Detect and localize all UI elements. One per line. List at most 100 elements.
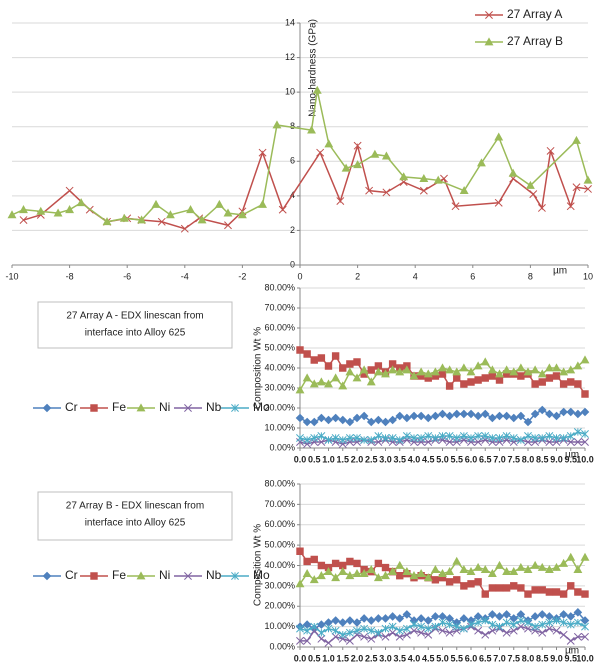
y-tick-label: 70.00%: [264, 499, 295, 509]
marker: [438, 618, 447, 627]
marker: [424, 624, 433, 633]
x-tick-label: 7.5: [507, 454, 520, 464]
note-text: 27 Array A - EDX linescan from: [66, 311, 203, 322]
marker: [19, 216, 28, 225]
x-tick-label: 8: [528, 271, 533, 281]
y-tick-label: 50.00%: [264, 342, 295, 352]
marker: [445, 382, 454, 390]
legend-marker: [484, 37, 494, 46]
legend-text: Cr: [65, 568, 78, 582]
marker: [509, 566, 519, 575]
y-tick-label: 10.00%: [264, 422, 295, 432]
marker: [310, 622, 319, 631]
marker: [331, 352, 340, 360]
x-tick-label: 8.5: [536, 653, 549, 663]
marker: [417, 622, 426, 631]
marker: [545, 624, 554, 633]
marker: [36, 206, 46, 215]
marker: [296, 636, 304, 645]
marker: [395, 411, 405, 421]
marker: [445, 411, 454, 421]
marker: [488, 413, 497, 423]
marker: [559, 630, 568, 639]
marker: [65, 186, 74, 195]
x-tick-label: 9.0: [550, 454, 563, 464]
marker: [296, 346, 304, 354]
marker: [530, 560, 540, 569]
marker: [459, 363, 469, 372]
marker: [345, 571, 355, 580]
marker: [466, 566, 476, 575]
marker: [324, 362, 333, 370]
marker: [352, 373, 362, 382]
x-tick-label: 10.0: [576, 454, 594, 464]
marker: [317, 354, 326, 362]
legend-text: Cr: [65, 400, 78, 414]
marker: [574, 588, 582, 596]
marker: [336, 197, 345, 205]
x-tick-label: 4: [413, 271, 418, 281]
x-tick-label: 5.0: [436, 454, 449, 464]
marker: [531, 434, 540, 442]
marker: [502, 432, 511, 440]
marker: [537, 610, 547, 619]
marker: [566, 552, 576, 561]
marker: [452, 438, 461, 446]
marker: [438, 626, 447, 635]
note-text: 27 Array B - EDX linescan from: [66, 501, 204, 512]
marker: [402, 432, 411, 440]
legend-item: Ni: [127, 400, 170, 414]
marker: [445, 438, 454, 446]
x-tick-label: 3.0: [379, 454, 392, 464]
y-tick-label: 0.00%: [269, 641, 295, 651]
legend-item: 27 Array A: [475, 7, 562, 21]
marker: [566, 438, 575, 446]
marker: [353, 434, 361, 442]
marker: [438, 363, 447, 372]
x-tick-label: 7.5: [507, 653, 520, 663]
marker: [395, 560, 405, 569]
marker: [353, 626, 361, 635]
marker: [566, 202, 575, 211]
marker: [278, 205, 287, 214]
y-tick-label: 60.00%: [264, 322, 295, 332]
marker: [331, 438, 340, 446]
y-tick-label: 8: [290, 121, 295, 131]
marker: [488, 434, 497, 442]
y-tick-label: 12: [285, 52, 295, 62]
marker: [459, 564, 469, 573]
marker: [224, 221, 232, 230]
x-axis-title: µm: [565, 450, 579, 461]
marker: [502, 436, 511, 444]
marker: [272, 120, 282, 129]
marker: [388, 628, 397, 637]
legend-text: Nb: [206, 568, 222, 582]
marker: [545, 432, 554, 440]
x-tick-label: 6.5: [479, 454, 492, 464]
legend-marker: [90, 572, 98, 580]
marker: [186, 205, 196, 214]
marker: [423, 369, 433, 378]
marker: [295, 385, 305, 394]
marker: [402, 624, 411, 633]
marker: [388, 415, 397, 425]
marker: [487, 569, 497, 578]
marker: [303, 626, 312, 635]
marker: [296, 434, 304, 442]
y-tick-label: 0: [290, 259, 295, 269]
x-tick-label: -2: [238, 271, 246, 281]
legend-item: Mo: [221, 568, 270, 582]
marker: [581, 590, 589, 598]
marker: [480, 357, 490, 366]
marker: [359, 569, 369, 578]
marker: [402, 413, 412, 423]
x-tick-label: 10: [583, 271, 593, 281]
marker: [474, 626, 483, 635]
marker: [309, 575, 319, 584]
legend-text: Mo: [253, 400, 270, 414]
marker: [445, 628, 454, 637]
marker: [302, 417, 312, 427]
marker: [303, 636, 312, 645]
marker: [416, 569, 426, 578]
marker: [338, 634, 347, 643]
